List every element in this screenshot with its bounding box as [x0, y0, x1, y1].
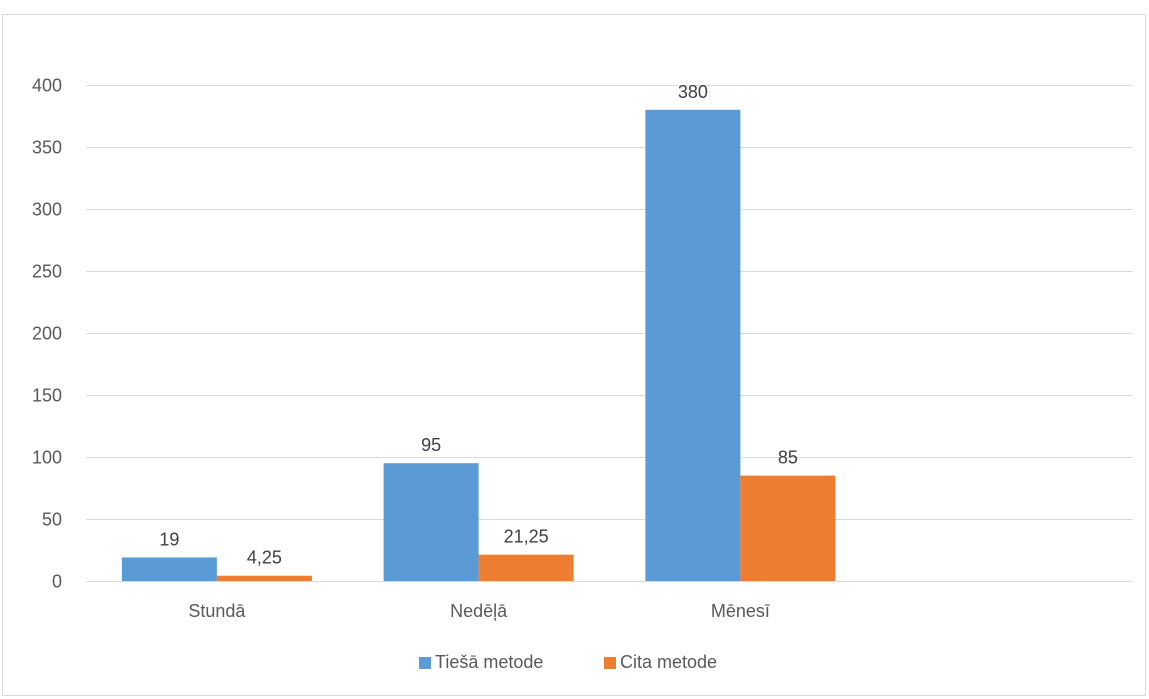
y-tick-label: 300 — [32, 200, 62, 220]
y-tick-label: 250 — [32, 262, 62, 282]
x-tick-label: Stundā — [188, 601, 246, 621]
y-tick-label: 100 — [32, 448, 62, 468]
data-labels: 19 4,25 95 21,25 380 85 — [159, 82, 798, 568]
bar-tiesa-metode-1 — [383, 463, 479, 581]
data-label: 85 — [778, 448, 798, 468]
bar-cita-metode-1 — [478, 554, 574, 581]
bar-tiesa-metode-2 — [645, 109, 741, 582]
legend-swatch — [419, 657, 431, 669]
bars — [121, 109, 836, 582]
data-label: 95 — [421, 435, 441, 455]
x-tick-label: Mēnesī — [711, 601, 770, 621]
data-label: 4,25 — [247, 548, 282, 568]
x-tick-label: Nedēļā — [450, 601, 508, 621]
data-label: 19 — [159, 529, 179, 549]
chart-frame — [2, 14, 1146, 696]
legend-label: Tiešā metode — [435, 652, 543, 672]
y-tick-label: 400 — [32, 76, 62, 96]
bar-cita-metode-0 — [216, 575, 312, 581]
bar-tiesa-metode-0 — [121, 557, 217, 581]
y-tick-label: 150 — [32, 386, 62, 406]
legend-swatch — [604, 657, 616, 669]
y-axis-ticks: 0 50 100 150 200 250 300 350 400 — [32, 76, 62, 592]
y-tick-label: 200 — [32, 324, 62, 344]
y-tick-label: 0 — [52, 572, 62, 592]
legend-label: Cita metode — [620, 652, 717, 672]
legend: Tiešā metode Cita metode — [419, 652, 717, 672]
bar-cita-metode-2 — [740, 475, 836, 581]
y-tick-label: 50 — [42, 510, 62, 530]
y-tick-label: 350 — [32, 138, 62, 158]
x-axis-ticks: Stundā Nedēļā Mēnesī — [188, 601, 770, 621]
gridlines — [86, 85, 1133, 582]
data-label: 21,25 — [504, 527, 549, 547]
data-label: 380 — [678, 82, 708, 102]
